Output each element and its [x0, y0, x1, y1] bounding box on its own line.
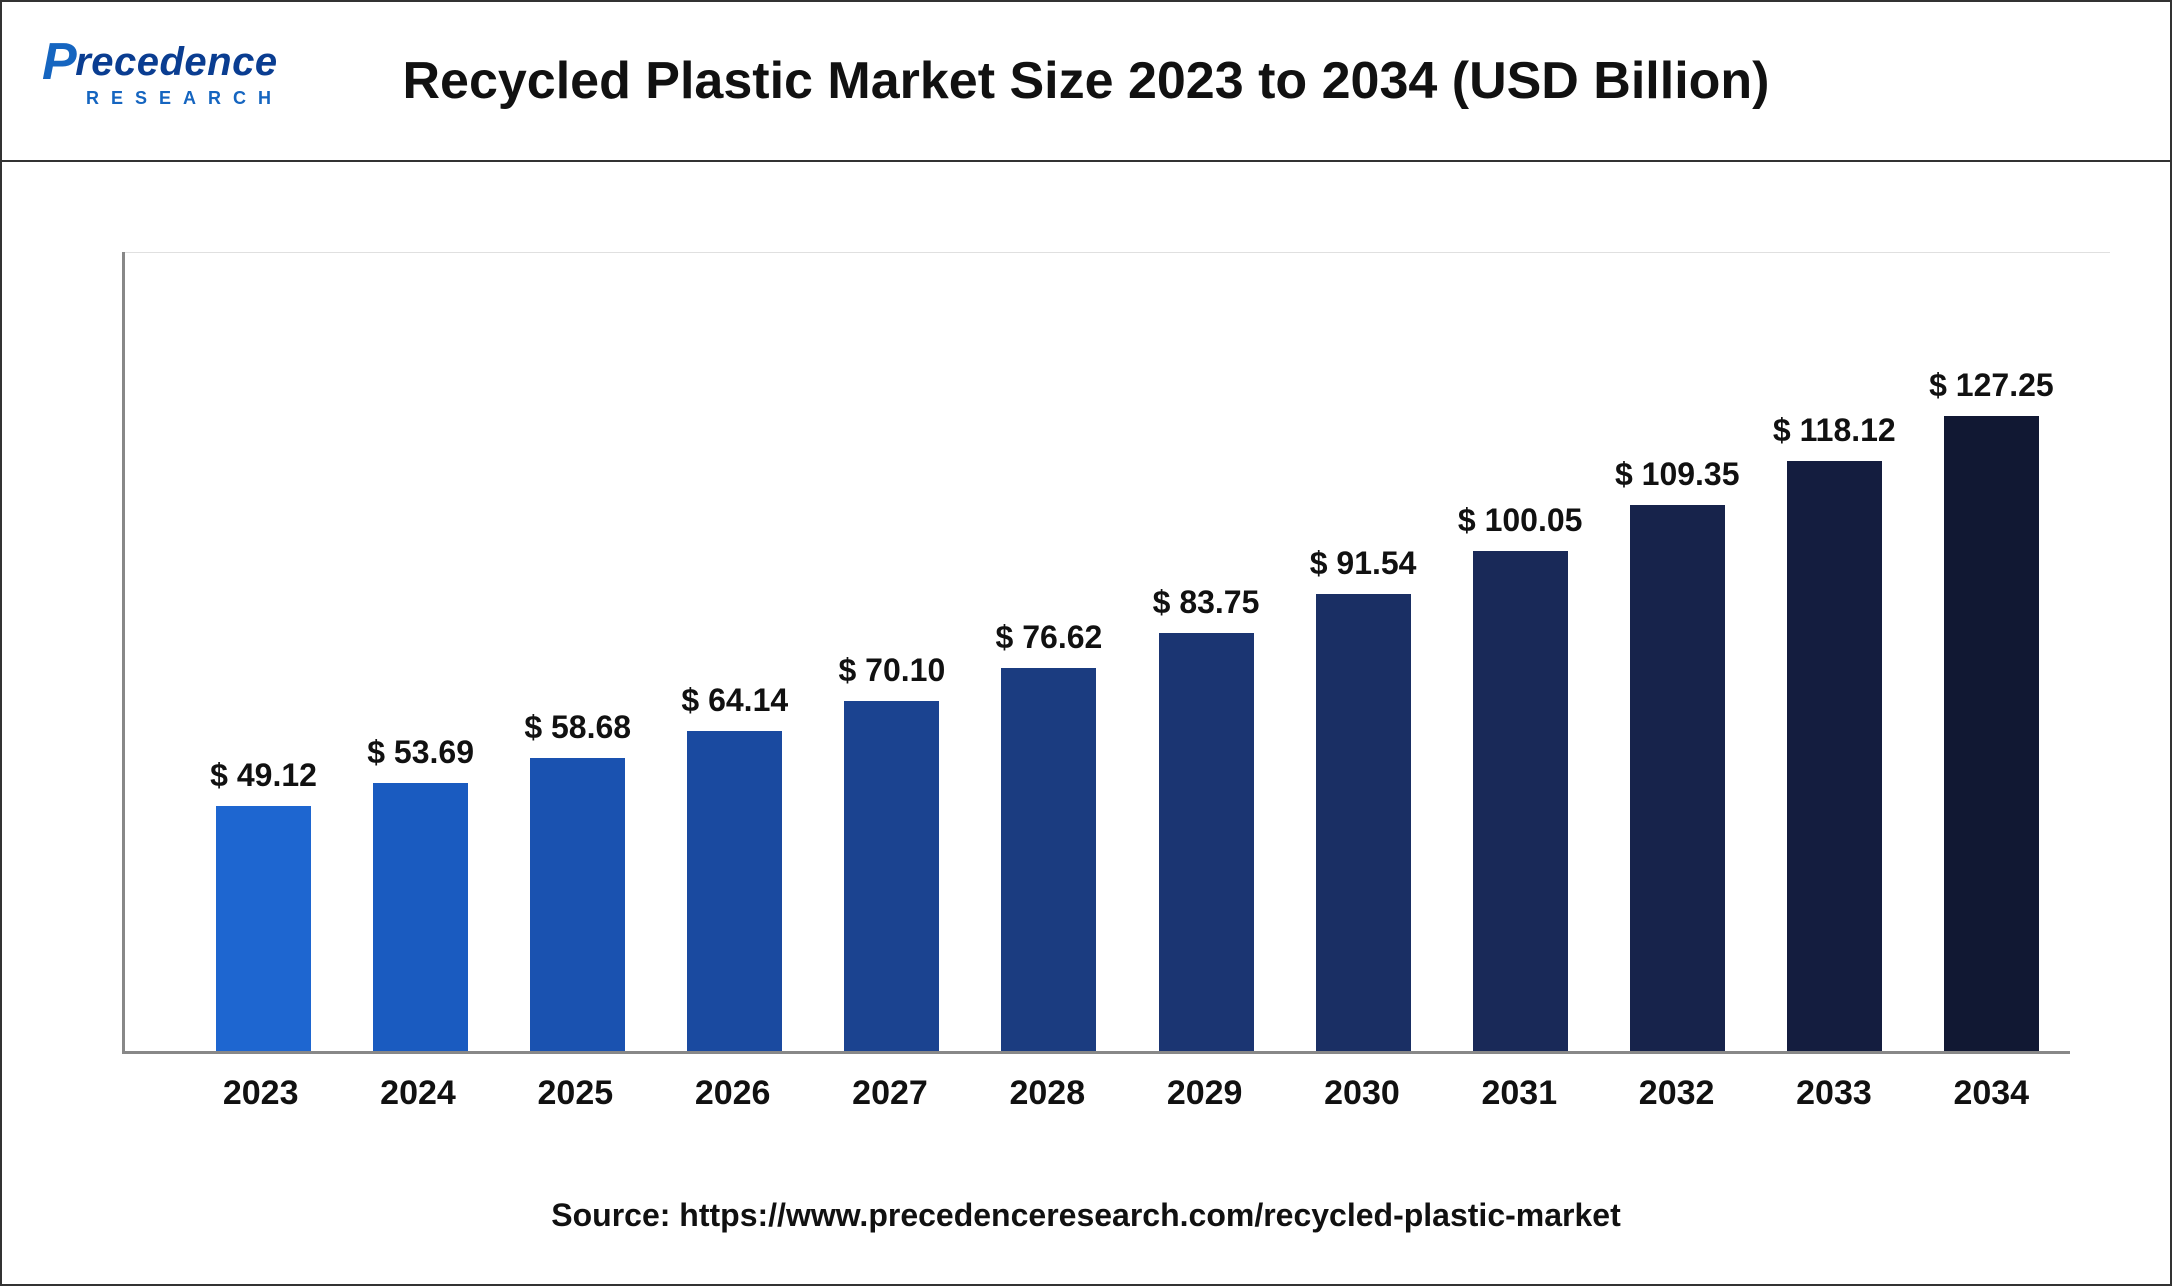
logo-sub: RESEARCH: [86, 88, 283, 109]
logo-main: Precedence: [42, 32, 278, 92]
bar: [216, 806, 311, 1051]
bar: [1001, 668, 1096, 1051]
bar-value-label: $ 118.12: [1773, 412, 1896, 449]
x-label: 2034: [1913, 1074, 2070, 1113]
bar-col: $ 83.75: [1127, 252, 1284, 1051]
bar-col: $ 100.05: [1442, 252, 1599, 1051]
plot-area: $ 49.12 $ 53.69 $ 58.68 $ 64.14 $ 70.10 $ 76.…: [122, 252, 2070, 1054]
bar: [1787, 461, 1882, 1051]
x-label: 2026: [654, 1074, 811, 1113]
bar-value-label: $ 70.10: [838, 652, 945, 689]
bar-value-label: $ 91.54: [1310, 545, 1417, 582]
chart-title: Recycled Plastic Market Size 2023 to 203…: [402, 51, 1769, 111]
x-label: 2029: [1126, 1074, 1283, 1113]
logo-prefix: P: [42, 32, 77, 92]
bar-value-label: $ 109.35: [1615, 456, 1740, 493]
bar-col: $ 127.25: [1913, 252, 2070, 1051]
x-label: 2032: [1598, 1074, 1755, 1113]
x-label: 2027: [811, 1074, 968, 1113]
gridline: [125, 252, 2110, 253]
bar-value-label: $ 58.68: [524, 709, 631, 746]
bar: [1473, 551, 1568, 1051]
logo: Precedence RESEARCH: [42, 32, 283, 109]
header: Precedence RESEARCH Recycled Plastic Mar…: [2, 2, 2170, 162]
bar: [1159, 633, 1254, 1051]
bar: [1944, 416, 2039, 1051]
bar-value-label: $ 53.69: [367, 734, 474, 771]
bar-col: $ 118.12: [1756, 252, 1913, 1051]
bar-col: $ 70.10: [813, 252, 970, 1051]
bar-col: $ 109.35: [1599, 252, 1756, 1051]
bar-col: $ 91.54: [1285, 252, 1442, 1051]
x-axis-labels: 2023202420252026202720282029203020312032…: [182, 1074, 2070, 1113]
bars-row: $ 49.12 $ 53.69 $ 58.68 $ 64.14 $ 70.10 $ 76.…: [185, 252, 2070, 1051]
x-label: 2025: [497, 1074, 654, 1113]
x-label: 2024: [339, 1074, 496, 1113]
bar: [373, 783, 468, 1051]
logo-word: recedence: [75, 40, 277, 85]
bar-col: $ 49.12: [185, 252, 342, 1051]
x-label: 2031: [1441, 1074, 1598, 1113]
bar: [1316, 594, 1411, 1051]
bar-value-label: $ 49.12: [210, 757, 317, 794]
bar-col: $ 58.68: [499, 252, 656, 1051]
x-label: 2023: [182, 1074, 339, 1113]
bar-value-label: $ 100.05: [1458, 502, 1583, 539]
bar: [1630, 505, 1725, 1051]
bar-value-label: $ 127.25: [1929, 367, 2054, 404]
bar: [530, 758, 625, 1051]
source-line: Source: https://www.precedenceresearch.c…: [2, 1197, 2170, 1234]
bar-value-label: $ 76.62: [996, 619, 1103, 656]
plot-wrap: $ 49.12 $ 53.69 $ 58.68 $ 64.14 $ 70.10 $ 76.…: [122, 252, 2070, 1054]
x-label: 2028: [969, 1074, 1126, 1113]
bar-value-label: $ 64.14: [681, 682, 788, 719]
bar: [687, 731, 782, 1051]
bar-value-label: $ 83.75: [1153, 584, 1260, 621]
x-label: 2033: [1755, 1074, 1912, 1113]
bar: [844, 701, 939, 1051]
bar-col: $ 76.62: [970, 252, 1127, 1051]
chart-container: Precedence RESEARCH Recycled Plastic Mar…: [0, 0, 2172, 1286]
x-label: 2030: [1283, 1074, 1440, 1113]
bar-col: $ 53.69: [342, 252, 499, 1051]
bar-col: $ 64.14: [656, 252, 813, 1051]
